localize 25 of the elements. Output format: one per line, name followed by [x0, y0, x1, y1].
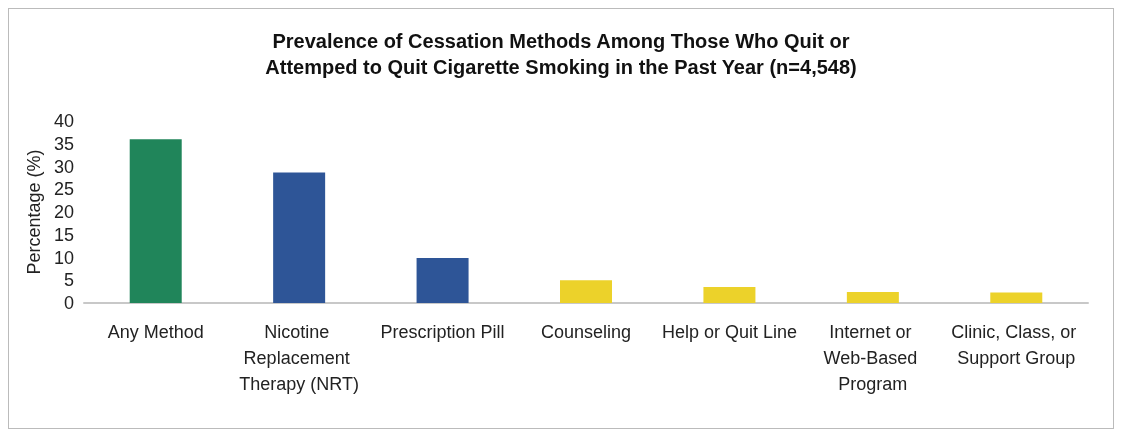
x-tick-label: Help or Quit Line [661, 322, 797, 342]
bar [560, 280, 612, 303]
bar [846, 292, 899, 303]
y-tick-label: 25 [53, 179, 74, 200]
y-tick-label: 0 [63, 293, 74, 313]
y-tick-label: 5 [63, 270, 74, 291]
bar [273, 172, 326, 303]
y-tick-label: 35 [53, 133, 74, 154]
x-tick-label: Internet or Web-Based Program [823, 322, 923, 394]
y-tick-label: 15 [53, 224, 74, 245]
x-tick-label: Clinic, Class, or Support Group [951, 322, 1082, 368]
bar [990, 292, 1043, 303]
y-axis-title: Percentage (%) [24, 149, 45, 275]
bar [703, 287, 756, 303]
chart-title: Prevalence of Cessation Methods Among Those Who Quit or Attemped to Quit Cigarette Smoking in the Past Year (n=4,548) [265, 30, 857, 78]
bar [416, 257, 469, 303]
bar [129, 139, 182, 303]
y-tick-label: 10 [53, 247, 74, 268]
y-tick-label: 40 [53, 111, 74, 131]
y-tick-label: 20 [53, 202, 74, 222]
x-tick-label: Prescription Pill [380, 322, 505, 342]
x-tick-label: Counseling [540, 322, 632, 342]
y-tick-label: 30 [53, 156, 74, 177]
x-tick-label: Any Method [107, 322, 204, 342]
x-tick-label: Nicotine Replacement Therapy (NRT) [239, 322, 359, 394]
